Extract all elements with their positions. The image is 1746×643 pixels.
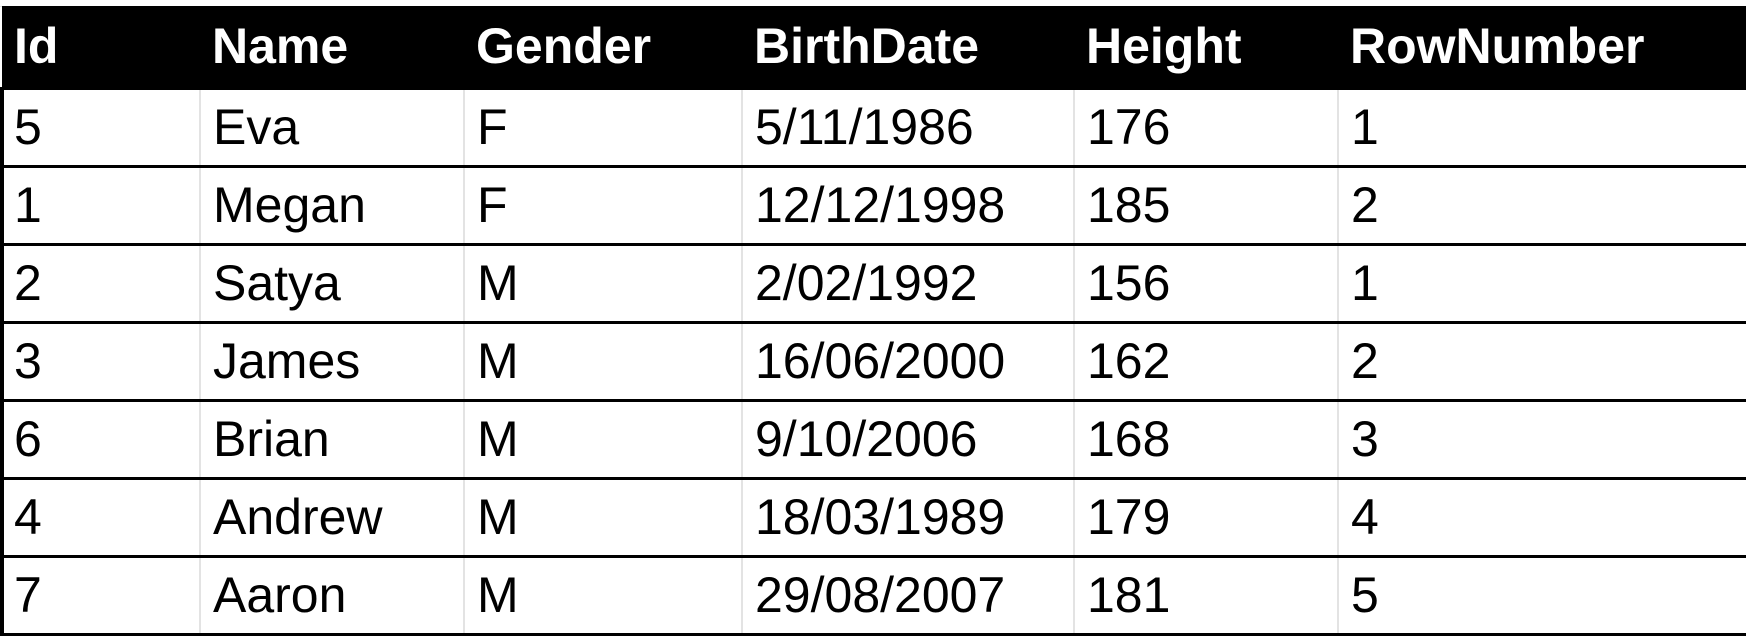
cell-birthdate[interactable]: 16/06/2000 <box>741 320 1074 400</box>
cell-name[interactable]: Megan <box>199 164 464 244</box>
cell-height[interactable]: 179 <box>1073 476 1338 556</box>
cell-rownumber[interactable]: 3 <box>1337 398 1746 478</box>
cell-birthdate[interactable]: 29/08/2007 <box>741 554 1074 636</box>
cell-gender[interactable]: M <box>463 554 742 636</box>
cell-birthdate[interactable]: 12/12/1998 <box>741 164 1074 244</box>
cell-rownumber[interactable]: 1 <box>1337 242 1746 322</box>
cell-name[interactable]: Andrew <box>199 476 464 556</box>
table-row: 6 Brian M 9/10/2006 168 3 <box>0 398 1746 478</box>
cell-gender[interactable]: M <box>463 398 742 478</box>
cell-name[interactable]: James <box>199 320 464 400</box>
cell-rownumber[interactable]: 2 <box>1337 320 1746 400</box>
cell-id[interactable]: 7 <box>0 554 200 636</box>
cell-birthdate[interactable]: 2/02/1992 <box>741 242 1074 322</box>
table-row: 3 James M 16/06/2000 162 2 <box>0 320 1746 400</box>
cell-gender[interactable]: F <box>463 164 742 244</box>
cell-id[interactable]: 1 <box>0 164 200 244</box>
cell-name[interactable]: Satya <box>199 242 464 322</box>
cell-rownumber[interactable]: 1 <box>1337 86 1746 166</box>
cell-gender[interactable]: F <box>463 86 742 166</box>
cell-gender[interactable]: M <box>463 476 742 556</box>
column-header-rownumber[interactable]: RowNumber <box>1350 18 1645 75</box>
grid-top-strip <box>0 0 1746 7</box>
cell-rownumber[interactable]: 5 <box>1337 554 1746 636</box>
table-row: 7 Aaron M 29/08/2007 181 5 <box>0 554 1746 636</box>
cell-height[interactable]: 181 <box>1073 554 1338 636</box>
cell-rownumber[interactable]: 4 <box>1337 476 1746 556</box>
cell-birthdate[interactable]: 5/11/1986 <box>741 86 1074 166</box>
cell-rownumber[interactable]: 2 <box>1337 164 1746 244</box>
cell-height[interactable]: 156 <box>1073 242 1338 322</box>
cell-id[interactable]: 3 <box>0 320 200 400</box>
column-header-id[interactable]: Id <box>14 18 59 75</box>
cell-name[interactable]: Aaron <box>199 554 464 636</box>
table-row: 1 Megan F 12/12/1998 185 2 <box>0 164 1746 244</box>
cell-height[interactable]: 176 <box>1073 86 1338 166</box>
cell-name[interactable]: Eva <box>199 86 464 166</box>
cell-name[interactable]: Brian <box>199 398 464 478</box>
cell-height[interactable]: 185 <box>1073 164 1338 244</box>
cell-height[interactable]: 162 <box>1073 320 1338 400</box>
cell-gender[interactable]: M <box>463 242 742 322</box>
cell-id[interactable]: 6 <box>0 398 200 478</box>
column-header-gender[interactable]: Gender <box>476 18 652 75</box>
cell-id[interactable]: 4 <box>0 476 200 556</box>
cell-id[interactable]: 5 <box>0 86 200 166</box>
column-header-name[interactable]: Name <box>212 18 349 75</box>
table-row: 5 Eva F 5/11/1986 176 1 <box>0 86 1746 166</box>
cell-birthdate[interactable]: 9/10/2006 <box>741 398 1074 478</box>
cell-id[interactable]: 2 <box>0 242 200 322</box>
data-table: Id Name Gender BirthDate Height RowNumbe… <box>0 6 1746 636</box>
column-header-birthdate[interactable]: BirthDate <box>754 18 980 75</box>
cell-height[interactable]: 168 <box>1073 398 1338 478</box>
table-row: 2 Satya M 2/02/1992 156 1 <box>0 242 1746 322</box>
column-header-height[interactable]: Height <box>1086 18 1242 75</box>
cell-gender[interactable]: M <box>463 320 742 400</box>
table-row: 4 Andrew M 18/03/1989 179 4 <box>0 476 1746 556</box>
cell-birthdate[interactable]: 18/03/1989 <box>741 476 1074 556</box>
header-row: Id Name Gender BirthDate Height RowNumbe… <box>2 6 1746 88</box>
